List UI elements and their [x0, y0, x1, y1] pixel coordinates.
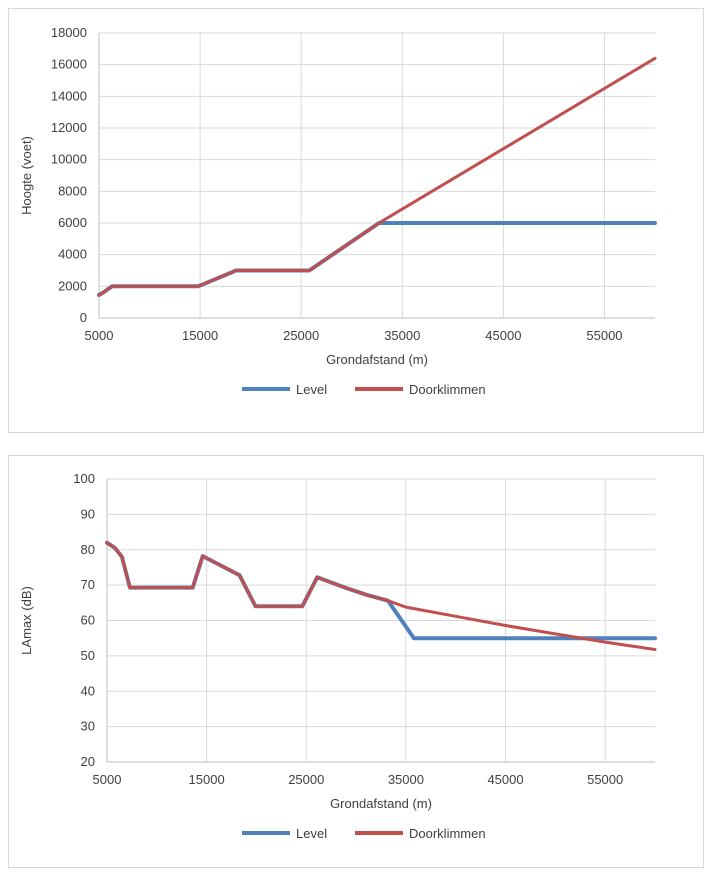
y-tick-label: 16000 [51, 57, 87, 72]
y-axis-title: Hoogte (voet) [19, 136, 34, 215]
x-tick-label: 55000 [586, 328, 622, 343]
x-tick-label: 5000 [85, 328, 114, 343]
altitude-chart-panel: 0 2000 4000 6000 8000 10000 12000 14000 16000 180… [8, 8, 704, 433]
altitude-chart: 0 2000 4000 6000 8000 10000 12000 14000 16000 180… [19, 25, 657, 397]
series-line-doorklimmen [105, 541, 657, 651]
series-line-doorklimmen [97, 56, 657, 297]
legend-label-doorklimmen: Doorklimmen [409, 382, 486, 397]
y-tick-label: 14000 [51, 88, 87, 103]
y-axis-title: LAmax (dB) [19, 586, 34, 655]
noise-chart: 20 30 40 50 60 70 80 90 100 5000 15000 25000 35000 45… [19, 471, 657, 841]
y-tick-label: 90 [81, 506, 95, 521]
x-tick-label: 35000 [384, 328, 420, 343]
x-tick-label: 5000 [93, 772, 122, 787]
x-tick-label: 45000 [487, 772, 523, 787]
x-tick-label: 15000 [189, 772, 225, 787]
y-tick-label: 40 [81, 683, 95, 698]
y-tick-label: 6000 [58, 215, 87, 230]
legend-label-doorklimmen: Doorklimmen [409, 826, 486, 841]
x-tick-label: 35000 [388, 772, 424, 787]
series-line-level [105, 540, 657, 641]
legend-label-level: Level [296, 826, 327, 841]
y-tick-label: 8000 [58, 183, 87, 198]
x-axis-title: Grondafstand (m) [326, 352, 428, 367]
y-tick-label: 100 [73, 471, 95, 486]
y-tick-label: 60 [81, 613, 95, 628]
y-tick-label: 12000 [51, 120, 87, 135]
legend-label-level: Level [296, 382, 327, 397]
y-tick-label: 0 [80, 310, 87, 325]
y-tick-label: 20 [81, 754, 95, 769]
y-tick-label: 70 [81, 577, 95, 592]
noise-chart-panel: 20 30 40 50 60 70 80 90 100 5000 15000 25000 35000 45… [8, 455, 704, 868]
y-tick-label: 2000 [58, 278, 87, 293]
x-tick-label: 55000 [587, 772, 623, 787]
x-tick-label: 45000 [485, 328, 521, 343]
y-tick-label: 4000 [58, 247, 87, 262]
x-tick-label: 25000 [283, 328, 319, 343]
y-tick-label: 50 [81, 648, 95, 663]
x-axis-title: Grondafstand (m) [330, 796, 432, 811]
x-tick-label: 25000 [288, 772, 324, 787]
y-tick-label: 10000 [51, 152, 87, 167]
y-tick-label: 80 [81, 542, 95, 557]
y-tick-label: 30 [81, 719, 95, 734]
y-tick-label: 18000 [51, 25, 87, 40]
x-tick-label: 15000 [182, 328, 218, 343]
series-line-level [97, 221, 657, 297]
